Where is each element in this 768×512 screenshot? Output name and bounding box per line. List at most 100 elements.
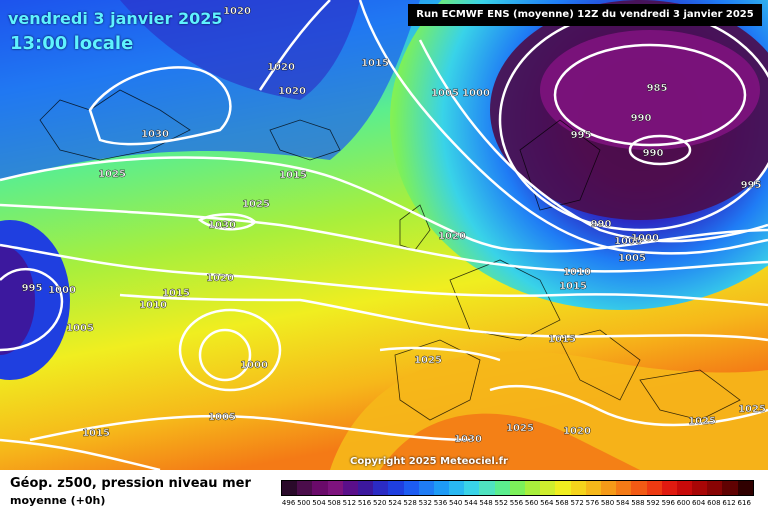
scale-tick-label: 496: [281, 499, 296, 507]
scale-tick-label: 580: [600, 499, 615, 507]
isobar-label: 1020: [563, 426, 591, 437]
color-swatch: [555, 481, 571, 495]
scale-tick-label: 596: [661, 499, 675, 507]
scale-tick-label: 568: [555, 499, 569, 507]
isobar-label: 995: [22, 283, 43, 294]
isobar-label: 1020: [223, 6, 251, 17]
color-swatch: [403, 481, 419, 495]
scale-tick-label: 536: [433, 499, 448, 507]
color-scale-labels: 496 500 504 508 512 516 520 524 528 532 536 540 544 5…: [281, 499, 752, 507]
color-swatch: [525, 481, 541, 495]
scale-tick-label: 504: [312, 499, 326, 507]
isobar-label: 1025: [414, 355, 442, 366]
isobar-label: 1020: [267, 62, 295, 73]
isobar-label: 1025: [506, 423, 534, 434]
isobar-label: 1000: [240, 360, 268, 371]
isobar-label: 1010: [563, 267, 591, 278]
isobar-label: 1005: [66, 323, 94, 334]
isobar-label: 995: [571, 130, 592, 141]
color-swatch: [327, 481, 343, 495]
isobar-label: 1000: [614, 236, 642, 247]
color-swatch: [616, 481, 632, 495]
scale-tick-label: 532: [418, 499, 432, 507]
color-swatch: [737, 481, 753, 495]
isobar-label: 1005: [208, 412, 236, 423]
scale-tick-label: 508: [327, 499, 341, 507]
color-swatch: [585, 481, 601, 495]
isobar-label: 990: [631, 113, 652, 124]
color-swatch: [373, 481, 389, 495]
scale-tick-label: 604: [691, 499, 706, 507]
color-swatch: [646, 481, 662, 495]
isobar-label: 1005: [431, 88, 459, 99]
scale-tick-label: 576: [585, 499, 600, 507]
color-swatch: [570, 481, 586, 495]
scale-tick-label: 548: [479, 499, 493, 507]
isobar-label: 1025: [738, 404, 766, 415]
scale-tick-label: 520: [373, 499, 387, 507]
legend-subtitle: moyenne (+0h): [10, 494, 106, 507]
isobar-label: 1000: [631, 233, 659, 244]
scale-tick-label: 500: [297, 499, 311, 507]
isobar-label: 1015: [162, 288, 190, 299]
scale-tick-label: 572: [570, 499, 584, 507]
scale-tick-label: 600: [676, 499, 691, 507]
scale-tick-label: 612: [722, 499, 736, 507]
color-swatch: [631, 481, 647, 495]
color-swatch: [433, 481, 450, 495]
scale-tick-label: 588: [631, 499, 645, 507]
scale-tick-label: 616: [737, 499, 751, 507]
color-swatch: [540, 481, 556, 495]
isobar-label: 1030: [454, 434, 482, 445]
color-swatch: [418, 481, 434, 495]
color-swatch: [494, 481, 510, 495]
isobar-label: 1000: [462, 88, 490, 99]
isobar-label: 985: [647, 83, 668, 94]
isobar-label: 995: [741, 180, 762, 191]
isobar-label: 1015: [559, 281, 587, 292]
scale-tick-label: 560: [524, 499, 539, 507]
scale-tick-label: 516: [357, 499, 372, 507]
scale-tick-label: 556: [509, 499, 524, 507]
isobar-label: 1020: [278, 86, 306, 97]
isobar-label: 1005: [618, 253, 646, 264]
isobar-label: 1020: [438, 231, 466, 242]
scale-tick-label: 512: [342, 499, 357, 507]
scale-tick-label: 540: [448, 499, 463, 507]
isobar-label: 1015: [548, 334, 576, 345]
color-swatch: [282, 481, 298, 495]
legend-title: Géop. z500, pression niveau mer: [10, 476, 251, 491]
color-swatch: [297, 481, 313, 495]
scale-tick-label: 584: [616, 499, 630, 507]
isobar-label: 990: [591, 219, 612, 230]
color-swatch: [692, 481, 708, 495]
color-swatch: [707, 481, 723, 495]
isobar-label: 1020: [206, 273, 234, 284]
color-swatch: [661, 481, 677, 495]
isobar-label: 1010: [139, 300, 167, 311]
color-swatch: [479, 481, 495, 495]
isobar-label: 1030: [141, 129, 169, 140]
color-swatch: [312, 481, 328, 495]
color-swatch: [509, 481, 525, 495]
scale-tick-label: 564: [540, 499, 554, 507]
color-swatch: [464, 481, 480, 495]
isobar-label: 1015: [361, 58, 389, 69]
isobar-label: 1030: [208, 220, 236, 231]
forecast-date: vendredi 3 janvier 2025: [8, 9, 223, 28]
color-swatch: [600, 481, 617, 495]
scale-tick-label: 544: [464, 499, 478, 507]
scale-tick-label: 592: [646, 499, 660, 507]
color-swatch: [449, 481, 465, 495]
isobar-label: 1025: [98, 169, 126, 180]
isobar-label: 1015: [82, 428, 110, 439]
color-swatch: [388, 481, 404, 495]
color-swatch: [357, 481, 374, 495]
isobar-label: 1015: [279, 170, 307, 181]
isobar-label: 1025: [688, 416, 716, 427]
color-swatch: [676, 481, 693, 495]
color-scale-bar: [281, 480, 754, 496]
scale-tick-label: 528: [403, 499, 417, 507]
color-swatch: [342, 481, 358, 495]
